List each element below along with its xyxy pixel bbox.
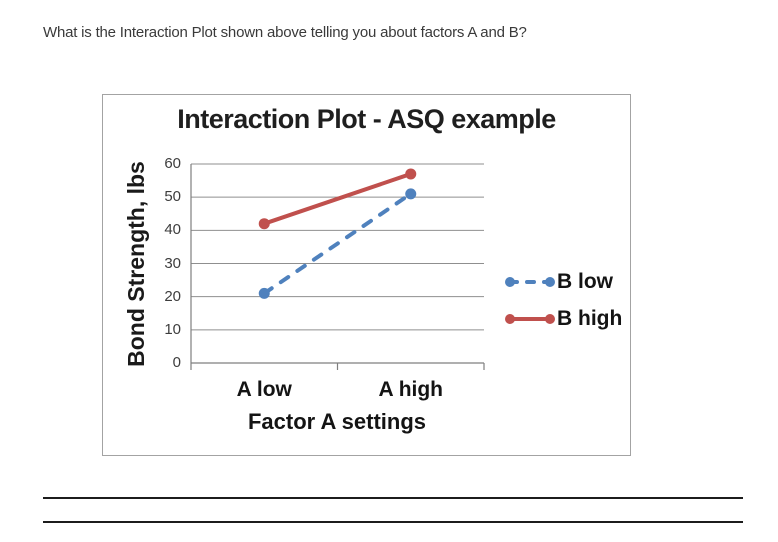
series-line-b-low xyxy=(262,191,413,296)
y-tick-label-30: 30 xyxy=(164,254,181,272)
chart-title: Interaction Plot - ASQ example xyxy=(177,104,556,134)
x-tick-label-a-low: A low xyxy=(236,378,292,401)
legend-item-b-low: B low xyxy=(504,265,613,299)
chart-legend: B low B high xyxy=(504,95,630,455)
series-marker-b-low-a-high xyxy=(405,188,417,200)
y-tick-label-10: 10 xyxy=(164,320,181,338)
legend-marker-b-high xyxy=(505,314,555,324)
series-marker-b-high-a-high xyxy=(405,168,417,180)
plot-area xyxy=(190,163,485,370)
y-tick-label-60: 60 xyxy=(164,155,181,172)
interaction-plot-chart: Interaction Plot - ASQ example Bond Stre… xyxy=(102,94,631,456)
legend-label-b-low: B low xyxy=(557,270,613,293)
legend-marker-b-low xyxy=(505,277,555,287)
answer-line xyxy=(43,521,743,523)
x-tick-label-a-high: A high xyxy=(378,378,444,401)
y-tick-label-20: 20 xyxy=(164,287,181,305)
x-axis-title: Factor A settings xyxy=(247,409,427,434)
y-tick-label-40: 40 xyxy=(164,221,181,239)
series-marker-b-low-a-low xyxy=(258,287,270,299)
question-text: What is the Interaction Plot shown above… xyxy=(43,24,527,41)
legend-item-b-high: B high xyxy=(504,302,622,336)
y-tick-label-0: 0 xyxy=(172,354,181,371)
series-line-b-high xyxy=(262,171,413,226)
series-marker-b-high-a-low xyxy=(258,218,270,230)
legend-label-b-high: B high xyxy=(557,307,623,330)
answer-line xyxy=(43,497,743,499)
y-tick-label-50: 50 xyxy=(164,188,181,206)
